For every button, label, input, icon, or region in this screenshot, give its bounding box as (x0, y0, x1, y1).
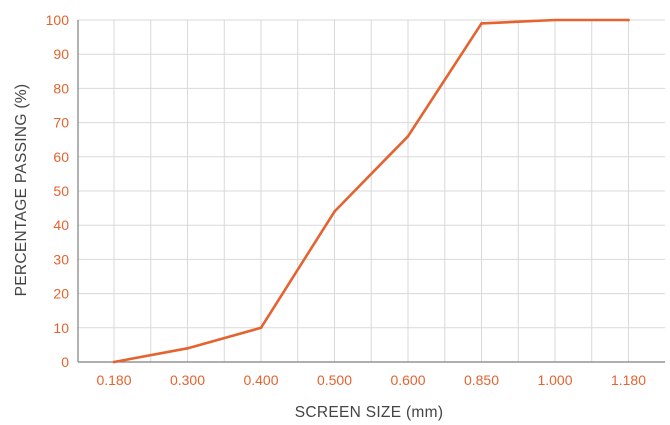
y-tick-label: 40 (53, 217, 69, 233)
y-tick-label: 60 (53, 149, 69, 165)
y-tick-label: 90 (53, 46, 69, 62)
y-tick-label: 100 (46, 12, 70, 28)
data-point (186, 347, 189, 350)
y-tick-label: 30 (53, 251, 69, 267)
data-point (112, 360, 116, 364)
data-point (333, 210, 336, 213)
series (112, 18, 630, 364)
y-tick-label: 10 (53, 320, 69, 336)
x-tick-label: 0.850 (464, 372, 499, 388)
x-tick-label: 0.180 (96, 372, 131, 388)
data-point (627, 18, 630, 22)
x-tick-label: 0.400 (243, 372, 278, 388)
y-tick-label: 80 (53, 80, 69, 96)
data-point (553, 18, 557, 22)
x-tick-label: 0.600 (390, 372, 425, 388)
x-axis-title: SCREEN SIZE (mm) (295, 404, 444, 421)
tick-labels: 0 10 20 30 40 50 60 70 80 90 100 0.180 0.300 0.400 0.5… (46, 12, 647, 388)
grid (78, 19, 665, 362)
x-tick-label: 1.180 (611, 372, 646, 388)
y-tick-label: 0 (61, 354, 69, 370)
y-tick-label: 20 (53, 286, 69, 302)
data-point (480, 22, 483, 25)
axes (77, 20, 665, 363)
series-line (112, 18, 630, 364)
data-point (406, 134, 410, 138)
x-tick-label: 0.500 (317, 372, 352, 388)
data-point (259, 326, 263, 330)
y-tick-label: 70 (53, 115, 69, 131)
y-axis-title: PERCENTAGE PASSING (%) (13, 84, 30, 297)
x-tick-label: 1.000 (537, 372, 572, 388)
x-tick-label: 0.300 (170, 372, 205, 388)
y-tick-label: 50 (53, 183, 69, 199)
